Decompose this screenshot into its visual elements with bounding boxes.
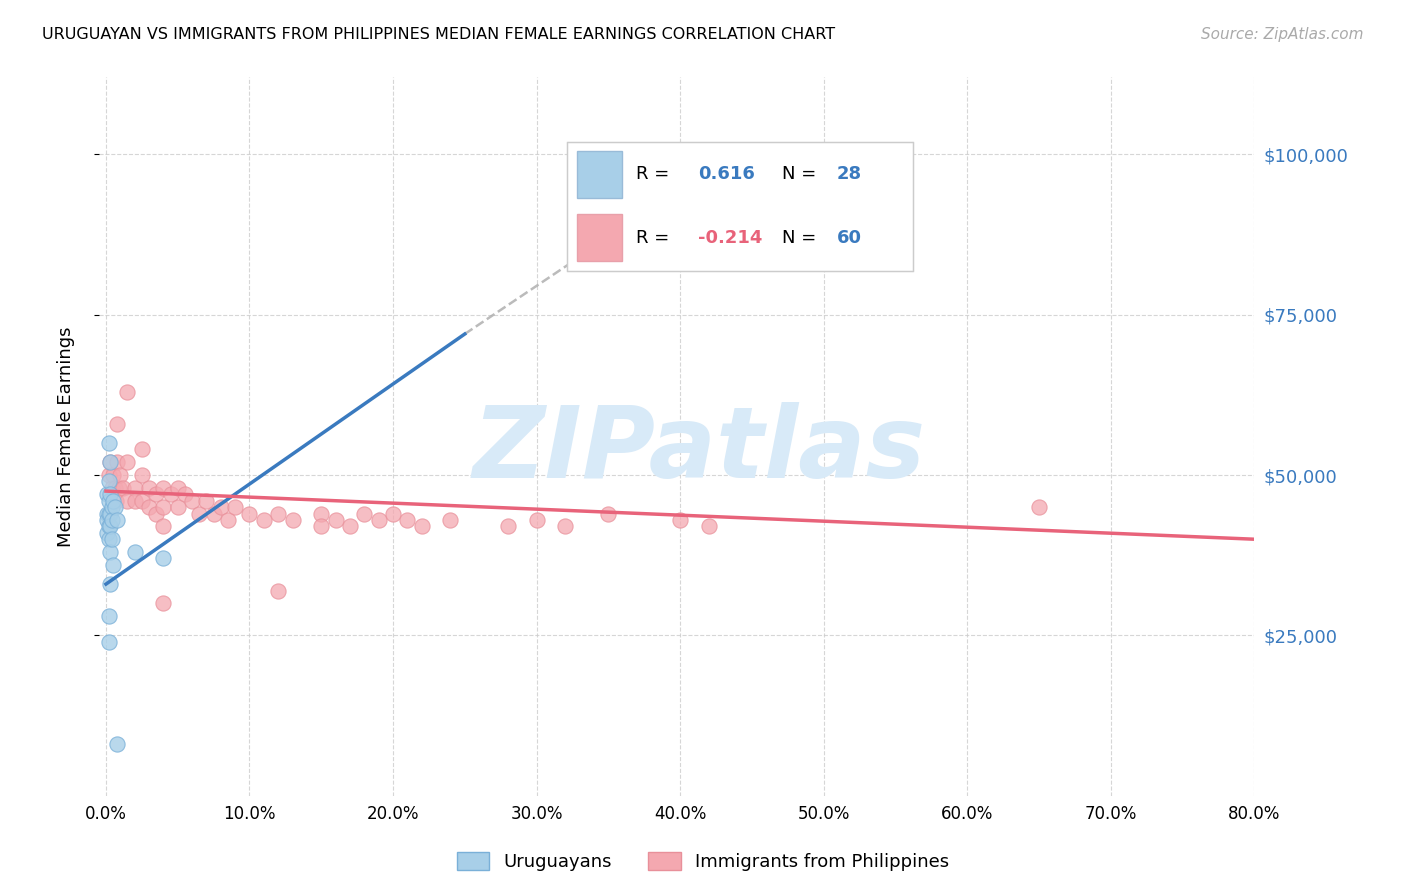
Point	[100, 500, 122, 515]
Point	[107, 738, 129, 752]
Point	[353, 507, 375, 521]
Point	[166, 481, 188, 495]
Point	[1028, 500, 1050, 515]
Y-axis label: Median Female Earnings: Median Female Earnings	[58, 326, 75, 547]
Point	[105, 493, 128, 508]
Point	[101, 558, 124, 572]
Point	[267, 583, 290, 598]
Point	[97, 475, 120, 489]
Point	[97, 533, 120, 547]
Point	[98, 487, 121, 501]
Point	[131, 493, 153, 508]
Point	[98, 545, 121, 559]
Point	[96, 487, 118, 501]
Point	[107, 455, 129, 469]
Point	[367, 513, 389, 527]
Point	[97, 609, 120, 624]
Point	[195, 493, 218, 508]
Point	[526, 513, 548, 527]
Point	[101, 468, 124, 483]
Point	[96, 507, 118, 521]
Point	[598, 507, 620, 521]
Point	[97, 436, 120, 450]
Point	[697, 519, 720, 533]
Point	[382, 507, 405, 521]
Point	[97, 493, 120, 508]
Legend: Uruguayans, Immigrants from Philippines: Uruguayans, Immigrants from Philippines	[450, 846, 956, 879]
Point	[131, 468, 153, 483]
Point	[217, 513, 239, 527]
Point	[145, 507, 167, 521]
Text: URUGUAYAN VS IMMIGRANTS FROM PHILIPPINES MEDIAN FEMALE EARNINGS CORRELATION CHAR: URUGUAYAN VS IMMIGRANTS FROM PHILIPPINES…	[42, 27, 835, 42]
Point	[138, 500, 160, 515]
Point	[112, 481, 135, 495]
Point	[98, 507, 121, 521]
Point	[209, 500, 232, 515]
Point	[669, 513, 692, 527]
Point	[238, 507, 260, 521]
Text: ZIPatlas: ZIPatlas	[472, 402, 927, 500]
Point	[267, 507, 290, 521]
Point	[103, 500, 125, 515]
Point	[325, 513, 347, 527]
Point	[145, 487, 167, 501]
Point	[152, 481, 174, 495]
Point	[98, 455, 121, 469]
Point	[97, 635, 120, 649]
Point	[281, 513, 304, 527]
Point	[100, 533, 122, 547]
Point	[202, 507, 225, 521]
Point	[96, 525, 118, 540]
Point	[98, 455, 121, 469]
Point	[224, 500, 246, 515]
Point	[554, 519, 576, 533]
Point	[138, 481, 160, 495]
Point	[100, 513, 122, 527]
Point	[152, 519, 174, 533]
Point	[98, 577, 121, 591]
Point	[131, 442, 153, 457]
Point	[117, 455, 139, 469]
Text: Source: ZipAtlas.com: Source: ZipAtlas.com	[1201, 27, 1364, 42]
Point	[110, 468, 132, 483]
Point	[117, 493, 139, 508]
Point	[97, 507, 120, 521]
Point	[152, 596, 174, 610]
Point	[152, 551, 174, 566]
Point	[97, 519, 120, 533]
Point	[496, 519, 519, 533]
Point	[166, 500, 188, 515]
Point	[124, 481, 146, 495]
Point	[124, 545, 146, 559]
Point	[101, 493, 124, 508]
Point	[108, 481, 131, 495]
Point	[98, 519, 121, 533]
Point	[100, 481, 122, 495]
Point	[188, 507, 211, 521]
Point	[309, 519, 332, 533]
Point	[396, 513, 419, 527]
Point	[107, 513, 129, 527]
Point	[103, 481, 125, 495]
Point	[159, 487, 181, 501]
Point	[411, 519, 433, 533]
Point	[339, 519, 361, 533]
Point	[439, 513, 461, 527]
Point	[152, 500, 174, 515]
Point	[117, 384, 139, 399]
Point	[96, 513, 118, 527]
Point	[124, 493, 146, 508]
Point	[174, 487, 197, 501]
Point	[107, 417, 129, 431]
Point	[181, 493, 204, 508]
Point	[97, 468, 120, 483]
Point	[309, 507, 332, 521]
Point	[253, 513, 276, 527]
